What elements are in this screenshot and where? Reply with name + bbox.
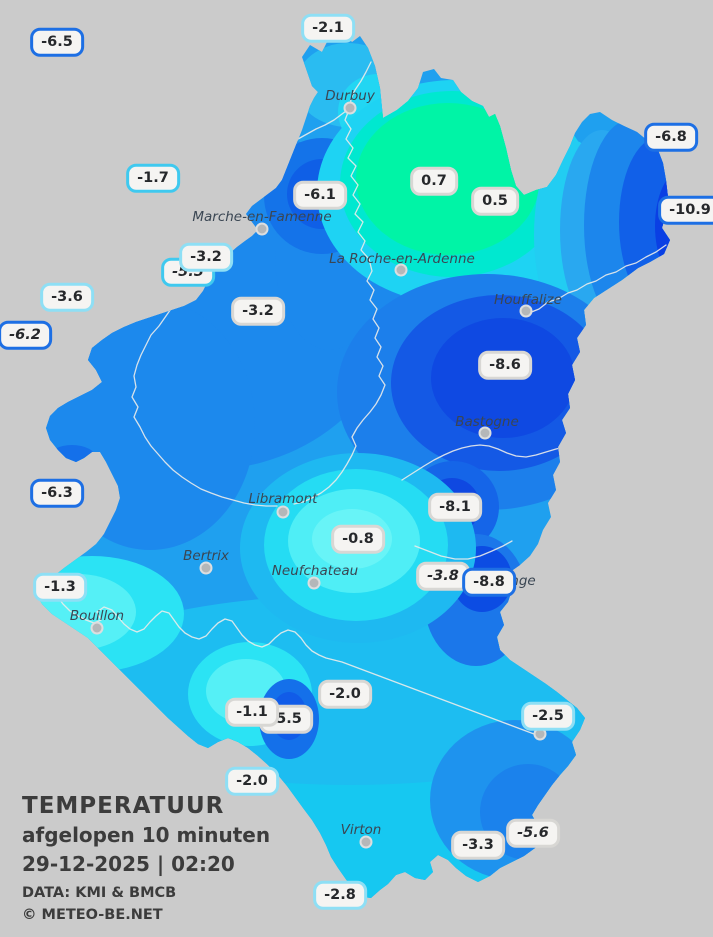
city-dot: [90, 621, 104, 635]
temp-label: -8.8: [462, 567, 516, 597]
rivers: [42, 61, 667, 737]
temp-label: -3.3: [451, 830, 505, 860]
data-source: DATA: KMI & BMCB: [22, 884, 177, 901]
temp-label: 0.7: [410, 166, 458, 196]
temp-label: -2.5: [521, 701, 575, 731]
temp-label: -1.1: [225, 697, 279, 727]
temp-label: -3.2: [179, 242, 233, 272]
temp-label: -6.2: [0, 320, 52, 350]
title-block: TEMPERATUUR afgelopen 10 minuten 29-12-2…: [22, 792, 270, 926]
temp-label: -0.8: [331, 524, 385, 554]
temp-label: -6.3: [30, 478, 84, 508]
temp-label: -2.0: [318, 679, 372, 709]
city-label: Durbuy: [325, 88, 375, 104]
temp-label: -8.1: [428, 492, 482, 522]
temp-label: -2.8: [313, 880, 367, 910]
city-dot: [519, 304, 533, 318]
city-label: Houffalize: [494, 292, 562, 308]
city-label: La Roche-en-Ardenne: [329, 251, 475, 267]
temp-label: -1.7: [126, 163, 180, 193]
city-dot: [199, 561, 213, 575]
city-dot: [359, 835, 373, 849]
city-dot: [276, 505, 290, 519]
map-title: TEMPERATUUR: [22, 793, 225, 819]
city-label: Libramont: [248, 491, 318, 507]
city-dot: [343, 101, 357, 115]
city-label: Neufchateau: [271, 563, 359, 579]
temp-label: -5.6: [506, 818, 560, 848]
city-dot: [394, 263, 408, 277]
temp-label: -6.8: [644, 122, 698, 152]
city-dot: [307, 576, 321, 590]
city-label: Bouillon: [69, 608, 125, 624]
temp-label: -6.1: [293, 180, 347, 210]
temp-label: -1.3: [33, 572, 87, 602]
city-label: Bastogne: [455, 414, 519, 430]
city-label: nge: [510, 573, 536, 589]
city-label: Marche-en-Famenne: [192, 209, 332, 225]
temp-label: -10.9: [658, 195, 713, 225]
temp-label: -8.6: [478, 350, 532, 380]
temp-label: -6.5: [30, 27, 84, 57]
city-dot: [478, 426, 492, 440]
temp-label: -2.1: [301, 13, 355, 43]
temp-label: -2.0: [225, 766, 279, 796]
city-label: Bertrix: [183, 548, 229, 564]
map-subtitle: afgelopen 10 minuten: [22, 822, 271, 847]
temp-label: -3.2: [231, 296, 285, 326]
temp-label: -3.6: [40, 282, 94, 312]
temp-label: 0.5: [471, 186, 519, 216]
temp-label: -3.8: [416, 561, 470, 591]
copyright: © METEO-BE.NET: [22, 906, 163, 923]
map-datetime: 29-12-2025 | 02:20: [22, 851, 235, 876]
city-dot: [255, 222, 269, 236]
city-label: Virton: [340, 822, 382, 838]
